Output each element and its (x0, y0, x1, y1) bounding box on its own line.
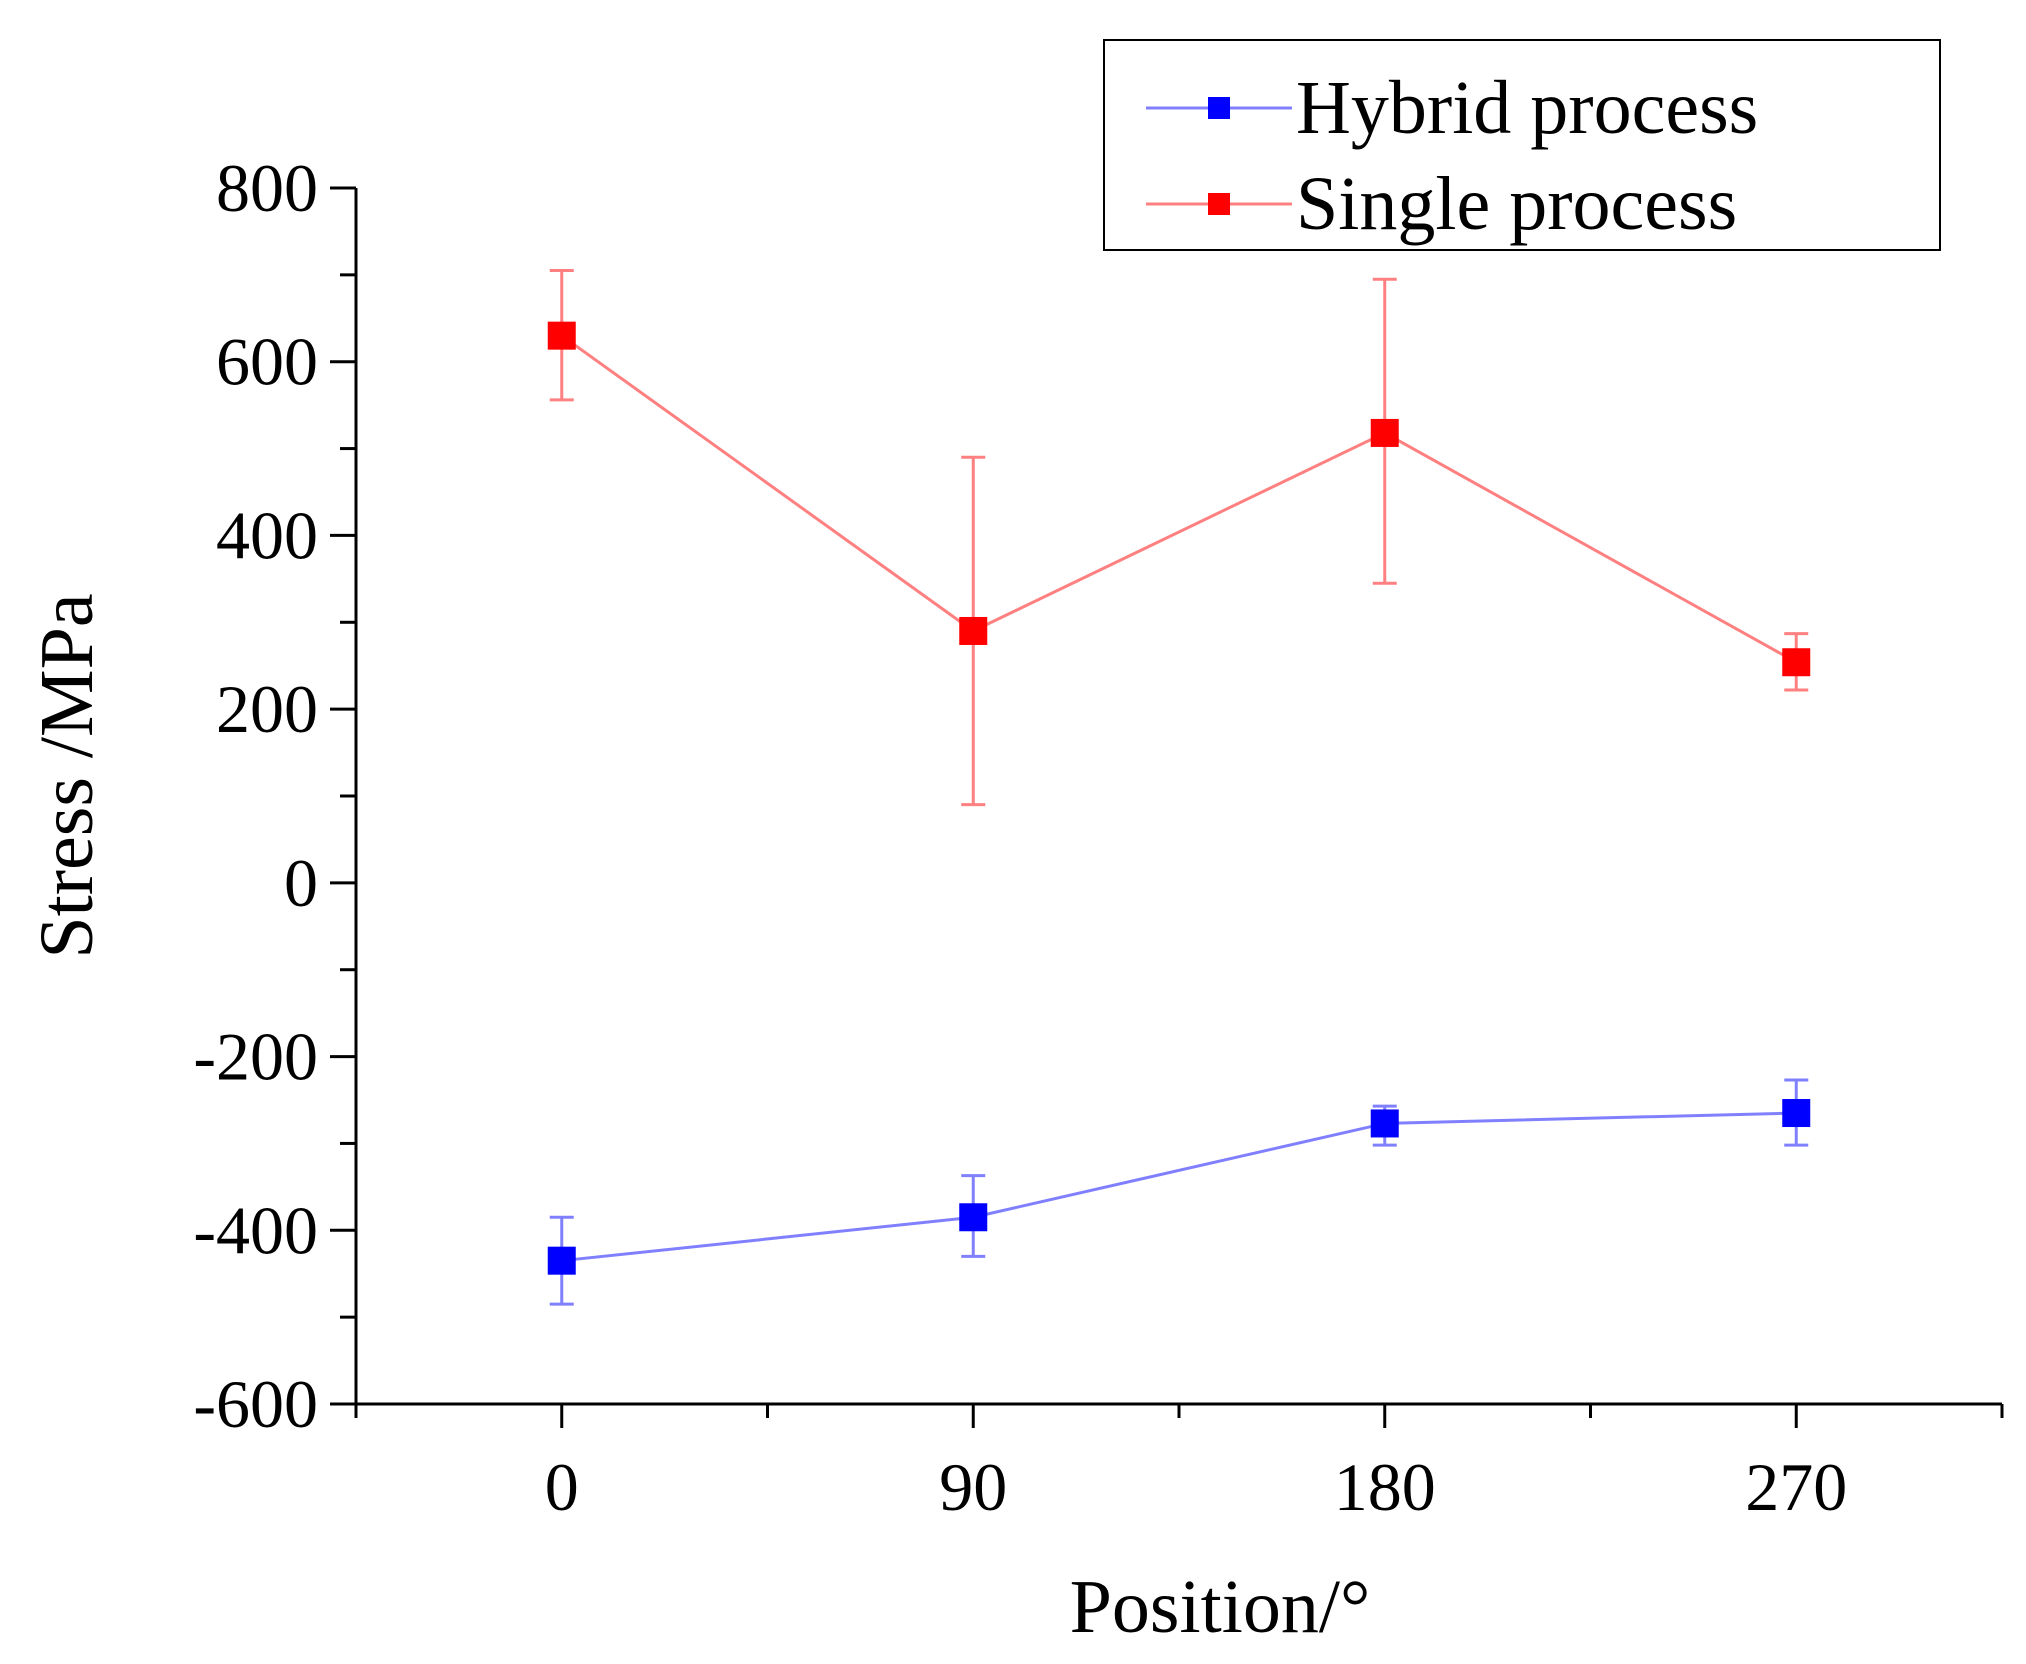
data-point-single (547, 321, 576, 350)
x-tick-label: 0 (545, 1449, 579, 1525)
series-hybrid (547, 1078, 1811, 1306)
data-point-hybrid (1782, 1099, 1811, 1128)
x-ticks: 0 90 180 270 (354, 1404, 2004, 1525)
data-point-hybrid (547, 1246, 576, 1275)
y-tick-label: 0 (284, 845, 318, 921)
legend-label-single: Single process (1296, 162, 1737, 246)
y-tick-label: -600 (193, 1366, 318, 1442)
y-tick-label: 600 (216, 324, 318, 400)
axes (354, 188, 2002, 1406)
data-point-single (959, 616, 988, 645)
y-tick-label: -200 (193, 1019, 318, 1095)
legend: Hybrid process Single process (1103, 39, 1941, 251)
y-ticks: -600 -400 -200 0 200 400 600 800 (193, 150, 356, 1442)
x-tick-label: 90 (939, 1449, 1007, 1525)
y-tick-label: 800 (216, 150, 318, 226)
y-tick-label: 400 (216, 497, 318, 573)
x-tick-label: 270 (1745, 1449, 1847, 1525)
data-point-single (1782, 648, 1811, 677)
data-point-single (1370, 418, 1399, 447)
x-tick-label: 180 (1334, 1449, 1436, 1525)
data-point-hybrid (1370, 1109, 1399, 1138)
legend-box (1103, 39, 1941, 251)
legend-label-hybrid: Hybrid process (1296, 66, 1758, 150)
series-line-single (560, 334, 1797, 664)
series-layer (547, 269, 1811, 1306)
x-axis-title: Position/° (1070, 1565, 1371, 1649)
y-tick-label: 200 (216, 671, 318, 747)
y-tick-label: -400 (193, 1192, 318, 1268)
series-line-hybrid (561, 1111, 1797, 1263)
legend-marker-hybrid (1208, 97, 1230, 119)
series-single (547, 269, 1811, 807)
y-axis-title: Stress /MPa (25, 593, 109, 958)
legend-marker-single (1208, 193, 1230, 215)
data-point-hybrid (959, 1203, 988, 1232)
